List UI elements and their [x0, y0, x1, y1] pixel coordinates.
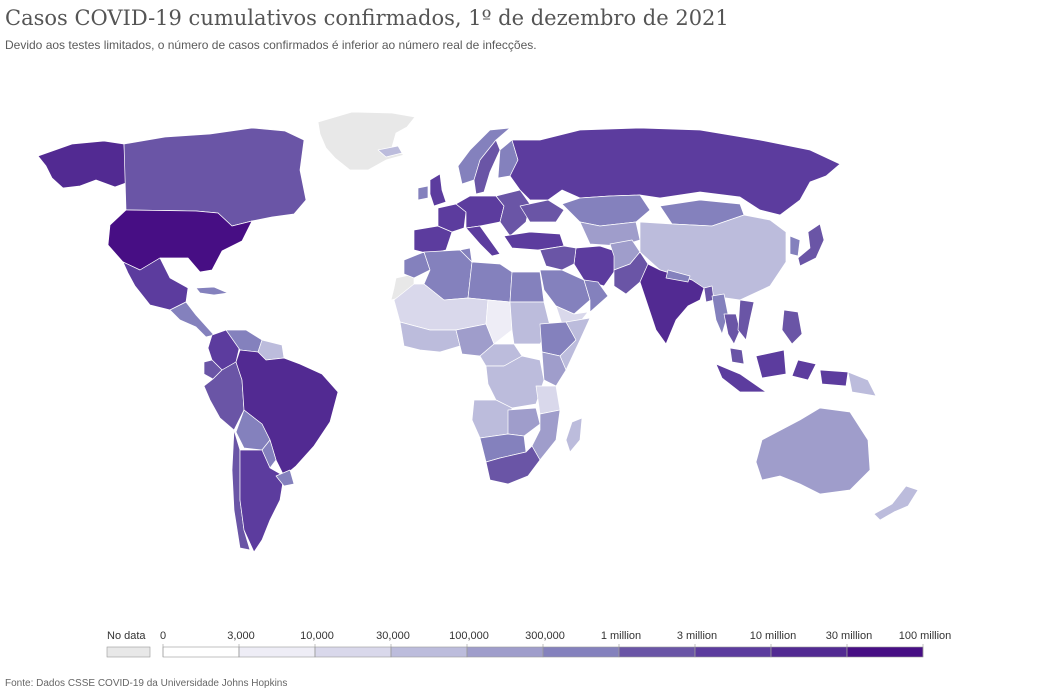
legend-bin-6 [618, 646, 696, 658]
legend-tick-label-8: 10 million [750, 630, 796, 642]
region-sudan[interactable] [509, 301, 551, 345]
region-cuba[interactable] [195, 286, 229, 296]
region-vietnam[interactable] [737, 299, 755, 341]
chart-title: Casos COVID-19 cumulativos confirmados, … [5, 6, 729, 30]
legend-no-data-swatch [106, 646, 151, 658]
legend-tick-label-3: 30,000 [376, 630, 410, 642]
world-map [37, 111, 919, 553]
region-australia[interactable] [755, 407, 871, 495]
region-morocco[interactable] [403, 251, 431, 279]
region-tunisia[interactable] [459, 247, 473, 263]
region-nepal[interactable] [665, 269, 691, 283]
region-kazakhstan[interactable] [561, 194, 651, 227]
source-note: Fonte: Dados CSSE COVID-19 da Universida… [5, 678, 288, 689]
legend-bin-9 [846, 646, 924, 658]
region-japan[interactable] [797, 223, 825, 267]
chart-subtitle: Devido aos testes limitados, o número de… [5, 38, 537, 52]
legend-bin-4 [466, 646, 544, 658]
region-eastern-europe[interactable] [495, 189, 531, 237]
region-papua-new-guinea[interactable] [847, 371, 877, 397]
legend-ticks [162, 644, 924, 657]
region-egypt[interactable] [509, 271, 545, 303]
region-thailand[interactable] [723, 313, 741, 345]
legend-bin-5 [542, 646, 620, 658]
legend-no-data: No data [106, 630, 151, 658]
region-iran[interactable] [573, 245, 619, 287]
region-korea[interactable] [789, 235, 801, 257]
legend-bin-0 [162, 646, 240, 658]
region-united-states[interactable] [107, 209, 253, 273]
legend-bin-1 [238, 646, 316, 658]
region-angola[interactable] [471, 399, 513, 439]
region-alaska[interactable] [37, 140, 127, 189]
region-west-africa[interactable] [399, 321, 461, 353]
region-ukraine[interactable] [519, 199, 565, 223]
region-central-america[interactable] [169, 301, 215, 338]
legend-tick-label-2: 10,000 [300, 630, 334, 642]
legend-tick-labels: 0 3,000 10,000 30,000 100,000 300,000 1 … [160, 630, 951, 642]
country-regions [37, 111, 919, 553]
legend-bin-8 [770, 646, 848, 658]
region-iberia[interactable] [413, 225, 453, 255]
region-argentina[interactable] [239, 449, 285, 553]
region-peru[interactable] [203, 361, 245, 431]
region-chad[interactable] [485, 299, 513, 345]
region-ireland[interactable] [417, 185, 429, 201]
region-indonesia[interactable] [715, 349, 849, 393]
legend-tick-label-6: 1 million [601, 630, 641, 642]
legend-tick-label-9: 30 million [826, 630, 872, 642]
region-philippines[interactable] [781, 309, 803, 345]
region-libya[interactable] [467, 261, 513, 303]
region-myanmar[interactable] [711, 293, 729, 335]
legend-tick-label-4: 100,000 [449, 630, 489, 642]
region-sweden[interactable] [473, 139, 501, 195]
legend-tick-label-0: 0 [160, 630, 166, 642]
region-oman-gulf[interactable] [583, 279, 609, 313]
legend-bin-2 [314, 646, 392, 658]
region-russia[interactable] [509, 127, 841, 216]
legend-no-data-label: No data [107, 630, 146, 642]
region-malaysia[interactable] [729, 347, 745, 365]
legend-bin-3 [390, 646, 468, 658]
region-iceland[interactable] [377, 145, 403, 158]
region-iraq-syria[interactable] [539, 245, 577, 271]
region-saudi-arabia[interactable] [539, 269, 591, 315]
region-madagascar[interactable] [565, 417, 583, 453]
legend-tick-label-7: 3 million [677, 630, 717, 642]
legend-tick-label-5: 300,000 [525, 630, 565, 642]
region-india[interactable] [639, 263, 705, 345]
region-tanzania[interactable] [535, 385, 561, 415]
color-legend: No data 0 3,000 10,000 30,000 100,000 30… [106, 630, 951, 658]
region-brazil[interactable] [235, 349, 339, 477]
region-greenland[interactable] [317, 111, 416, 171]
region-south-africa[interactable] [485, 445, 541, 485]
region-new-zealand[interactable] [873, 485, 919, 521]
region-zambia[interactable] [507, 407, 541, 437]
legend-bin-7 [694, 646, 772, 658]
region-united-kingdom[interactable] [429, 173, 447, 207]
legend-tick-label-10: 100 million [899, 630, 952, 642]
region-uruguay[interactable] [275, 469, 295, 487]
legend-tick-label-1: 3,000 [227, 630, 255, 642]
region-italy[interactable] [465, 225, 501, 257]
region-kenya[interactable] [541, 351, 567, 387]
